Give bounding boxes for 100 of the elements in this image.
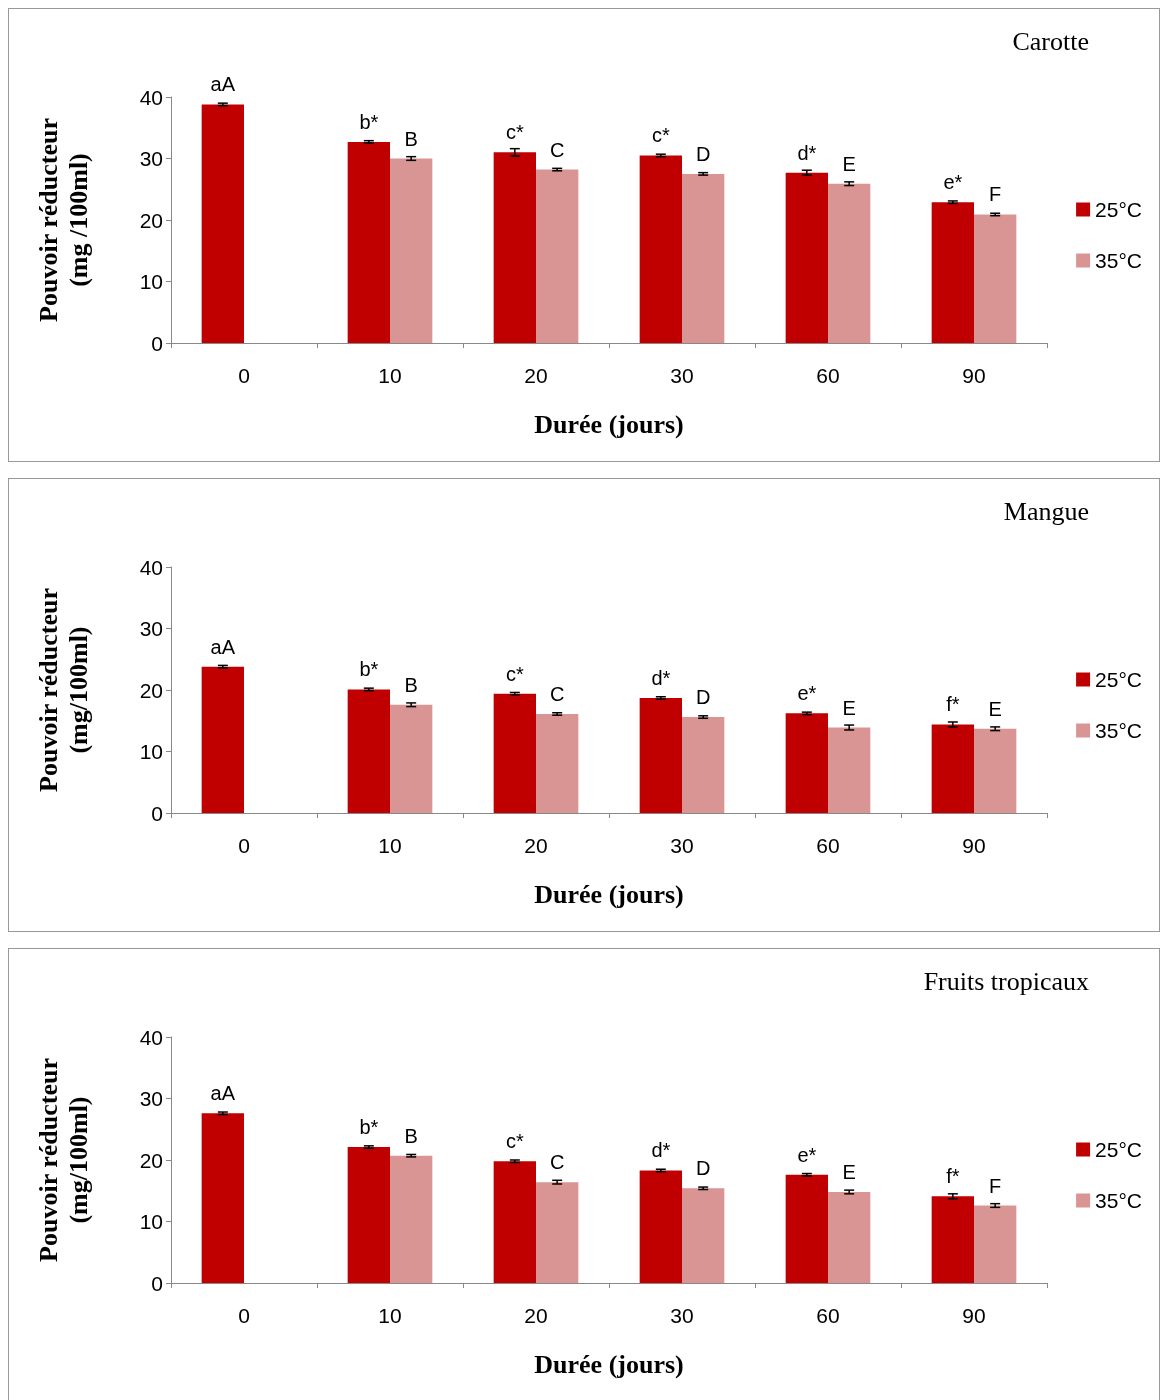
x-tick-label: 30 [670, 364, 694, 387]
y-tick-label: 40 [139, 85, 163, 109]
x-tick-label: 60 [816, 1304, 840, 1327]
y-axis-title: Pouvoir réducteur (mg /100ml) [33, 118, 93, 322]
y-tick-label: 20 [139, 678, 163, 702]
data-label: B [404, 127, 418, 150]
bar [785, 1174, 828, 1283]
data-label: c* [505, 121, 524, 144]
bar [828, 1191, 871, 1283]
data-label: D [695, 1157, 711, 1180]
data-label: e* [943, 171, 963, 194]
bar [347, 141, 390, 343]
legend-label: 35°C [1095, 1189, 1142, 1212]
chart-title: Mangue [1003, 497, 1089, 527]
x-tick-label: 10 [378, 1304, 402, 1327]
y-tick-label: 40 [139, 555, 163, 579]
y-axis-title: Pouvoir réducteur (mg/100ml) [33, 1058, 93, 1262]
bar [201, 666, 244, 813]
bar [828, 183, 871, 343]
bar [390, 158, 433, 343]
bar [974, 1205, 1017, 1283]
x-tick-label: 10 [378, 364, 402, 387]
bar [390, 1155, 433, 1283]
data-label: C [549, 138, 565, 161]
y-tick-label: 20 [139, 1148, 163, 1172]
bar [785, 713, 828, 813]
legend-label: 35°C [1095, 719, 1142, 742]
x-tick-label: 90 [962, 834, 986, 857]
data-label: F [989, 1174, 1002, 1197]
y-tick-label: 20 [139, 208, 163, 232]
y-tick-label: 0 [151, 1271, 163, 1295]
x-tick-label: 0 [238, 834, 250, 857]
data-label: D [695, 142, 711, 165]
bar [201, 104, 244, 343]
x-tick-label: 30 [670, 834, 694, 857]
y-tick-label: 10 [139, 740, 163, 763]
x-axis-title: Durée (jours) [534, 879, 684, 909]
data-label: b* [359, 110, 379, 133]
data-label: f* [946, 1165, 960, 1188]
bar [682, 173, 725, 343]
x-tick-label: 90 [962, 1304, 986, 1327]
x-tick-label: 20 [524, 1304, 548, 1327]
data-label: E [842, 1160, 856, 1183]
bar [390, 704, 433, 813]
data-label: c* [505, 1130, 524, 1153]
data-label: D [695, 686, 711, 709]
data-label: C [549, 682, 565, 705]
data-label: C [549, 1151, 565, 1174]
bar [493, 1161, 536, 1283]
legend-label: 25°C [1095, 198, 1142, 221]
y-tick-label: 10 [139, 1210, 163, 1233]
bar [682, 717, 725, 813]
x-axis-title: Durée (jours) [534, 409, 684, 439]
data-label: aA [210, 73, 236, 96]
data-label: B [404, 673, 418, 696]
bar [931, 202, 974, 343]
data-label: aA [210, 1082, 236, 1105]
x-tick-label: 90 [962, 364, 986, 387]
data-label: B [404, 1124, 418, 1147]
y-axis-title: Pouvoir réducteur (mg/100ml) [33, 588, 93, 792]
x-tick-label: 0 [238, 1304, 250, 1327]
y-tick-label: 30 [139, 617, 163, 640]
data-label: e* [797, 1143, 817, 1166]
data-label: d* [651, 1139, 671, 1162]
data-label: f* [946, 693, 960, 716]
legend-label: 25°C [1095, 668, 1142, 691]
data-label: E [842, 696, 856, 719]
data-label: aA [210, 635, 236, 658]
x-tick-label: 30 [670, 1304, 694, 1327]
x-tick-label: 20 [524, 364, 548, 387]
bar [974, 728, 1017, 813]
x-tick-label: 60 [816, 834, 840, 857]
data-label: d* [797, 141, 817, 164]
data-label: E [988, 697, 1002, 720]
legend-label: 35°C [1095, 249, 1142, 272]
x-tick-label: 60 [816, 364, 840, 387]
bar [639, 698, 682, 813]
data-label: d* [651, 666, 671, 689]
bar [536, 169, 579, 343]
bar [931, 1196, 974, 1283]
y-tick-label: 0 [151, 801, 163, 825]
y-tick-label: 40 [139, 1025, 163, 1049]
bar [639, 1170, 682, 1283]
data-label: e* [797, 682, 817, 705]
chart-title: Carotte [1012, 27, 1089, 57]
y-tick-label: 0 [151, 331, 163, 355]
data-label: b* [359, 1116, 379, 1139]
bar [974, 214, 1017, 343]
bar [536, 713, 579, 813]
y-tick-label: 30 [139, 147, 163, 170]
bar [639, 155, 682, 343]
bar [931, 724, 974, 813]
data-label: b* [359, 658, 379, 681]
y-tick-label: 30 [139, 1087, 163, 1110]
bar [682, 1188, 725, 1283]
x-tick-label: 0 [238, 364, 250, 387]
legend-label: 25°C [1095, 1138, 1142, 1161]
x-tick-label: 10 [378, 834, 402, 857]
bar [347, 1147, 390, 1283]
data-label: c* [651, 124, 670, 147]
